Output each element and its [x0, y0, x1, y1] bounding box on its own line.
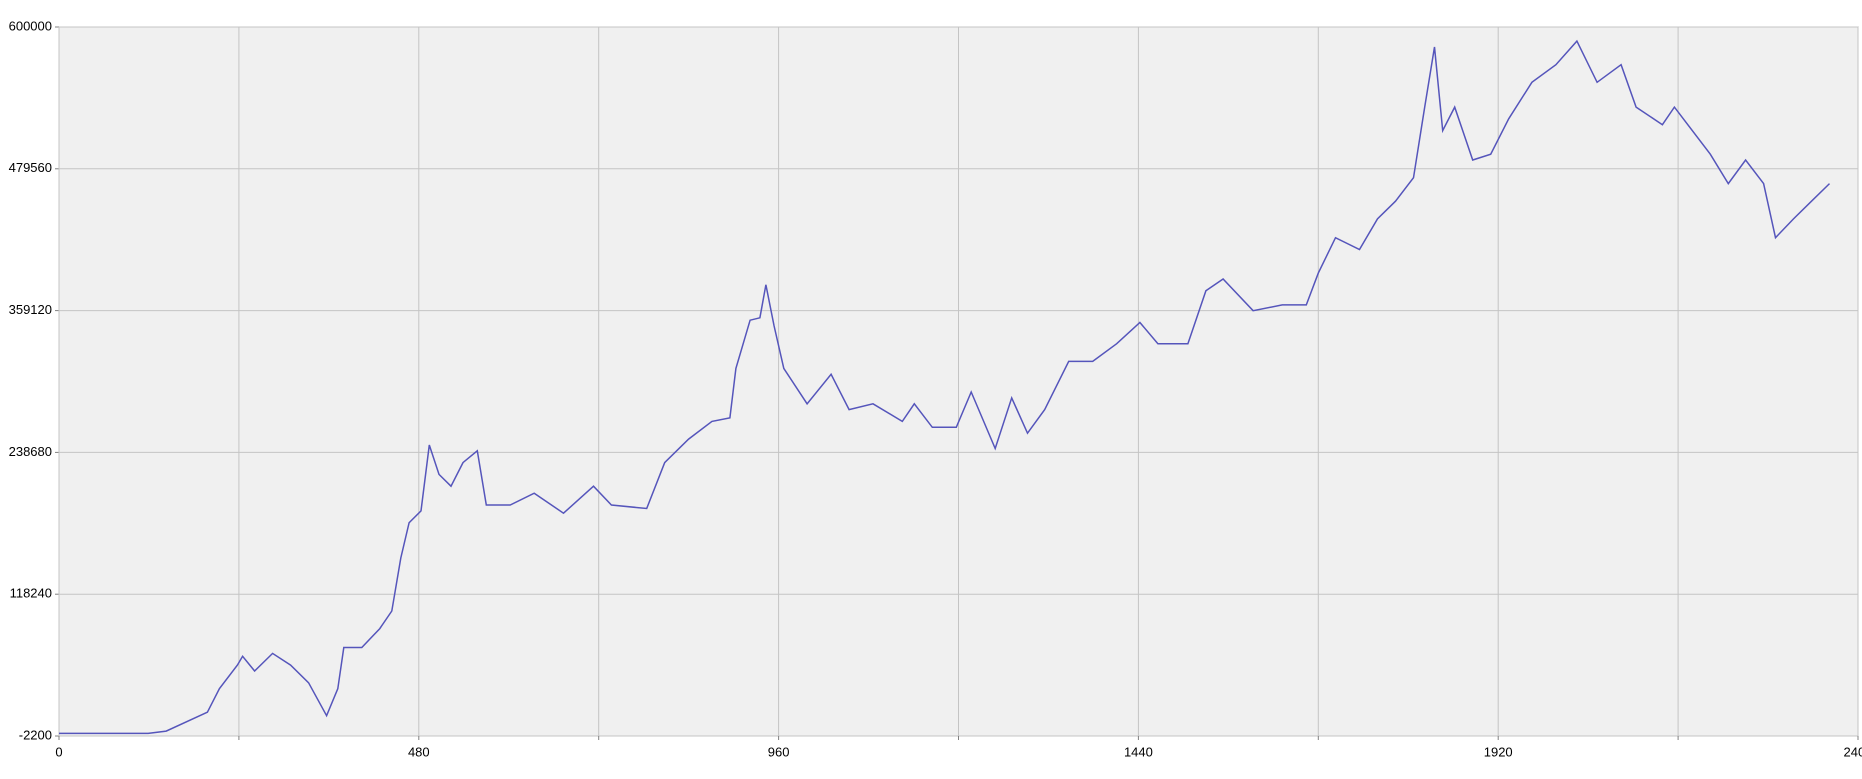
x-tick-label: 960 — [768, 744, 790, 759]
y-tick-label: 118240 — [10, 586, 52, 601]
y-tick-label: 479560 — [9, 160, 52, 175]
x-tick-label: 1440 — [1124, 744, 1153, 759]
y-tick-label: -2200 — [19, 727, 52, 742]
y-tick-label: 600000 — [9, 18, 52, 33]
y-tick-label: 359120 — [9, 302, 52, 317]
x-tick-label: 1920 — [1484, 744, 1513, 759]
x-tick-label: 480 — [408, 744, 430, 759]
x-tick-label: 0 — [55, 744, 62, 759]
x-tick-label: 2400 — [1844, 744, 1862, 759]
y-tick-label: 238680 — [9, 444, 52, 459]
data-line — [59, 39, 1831, 735]
